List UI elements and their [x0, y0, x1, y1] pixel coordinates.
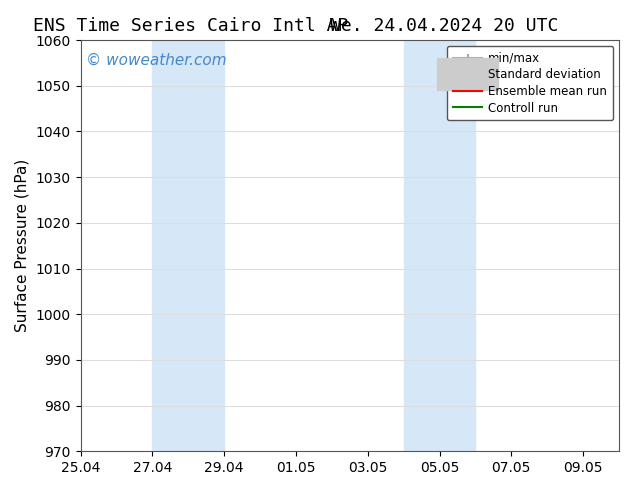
- Bar: [152, 40, 224, 451]
- Text: We. 24.04.2024 20 UTC: We. 24.04.2024 20 UTC: [330, 17, 558, 35]
- Text: ENS Time Series Cairo Intl AP: ENS Time Series Cairo Intl AP: [32, 17, 348, 35]
- Text: © woweather.com: © woweather.com: [86, 52, 226, 68]
- Bar: [404, 40, 476, 451]
- Y-axis label: Surface Pressure (hPa): Surface Pressure (hPa): [15, 159, 30, 332]
- Legend: min/max, Standard deviation, Ensemble mean run, Controll run: min/max, Standard deviation, Ensemble me…: [447, 46, 613, 121]
